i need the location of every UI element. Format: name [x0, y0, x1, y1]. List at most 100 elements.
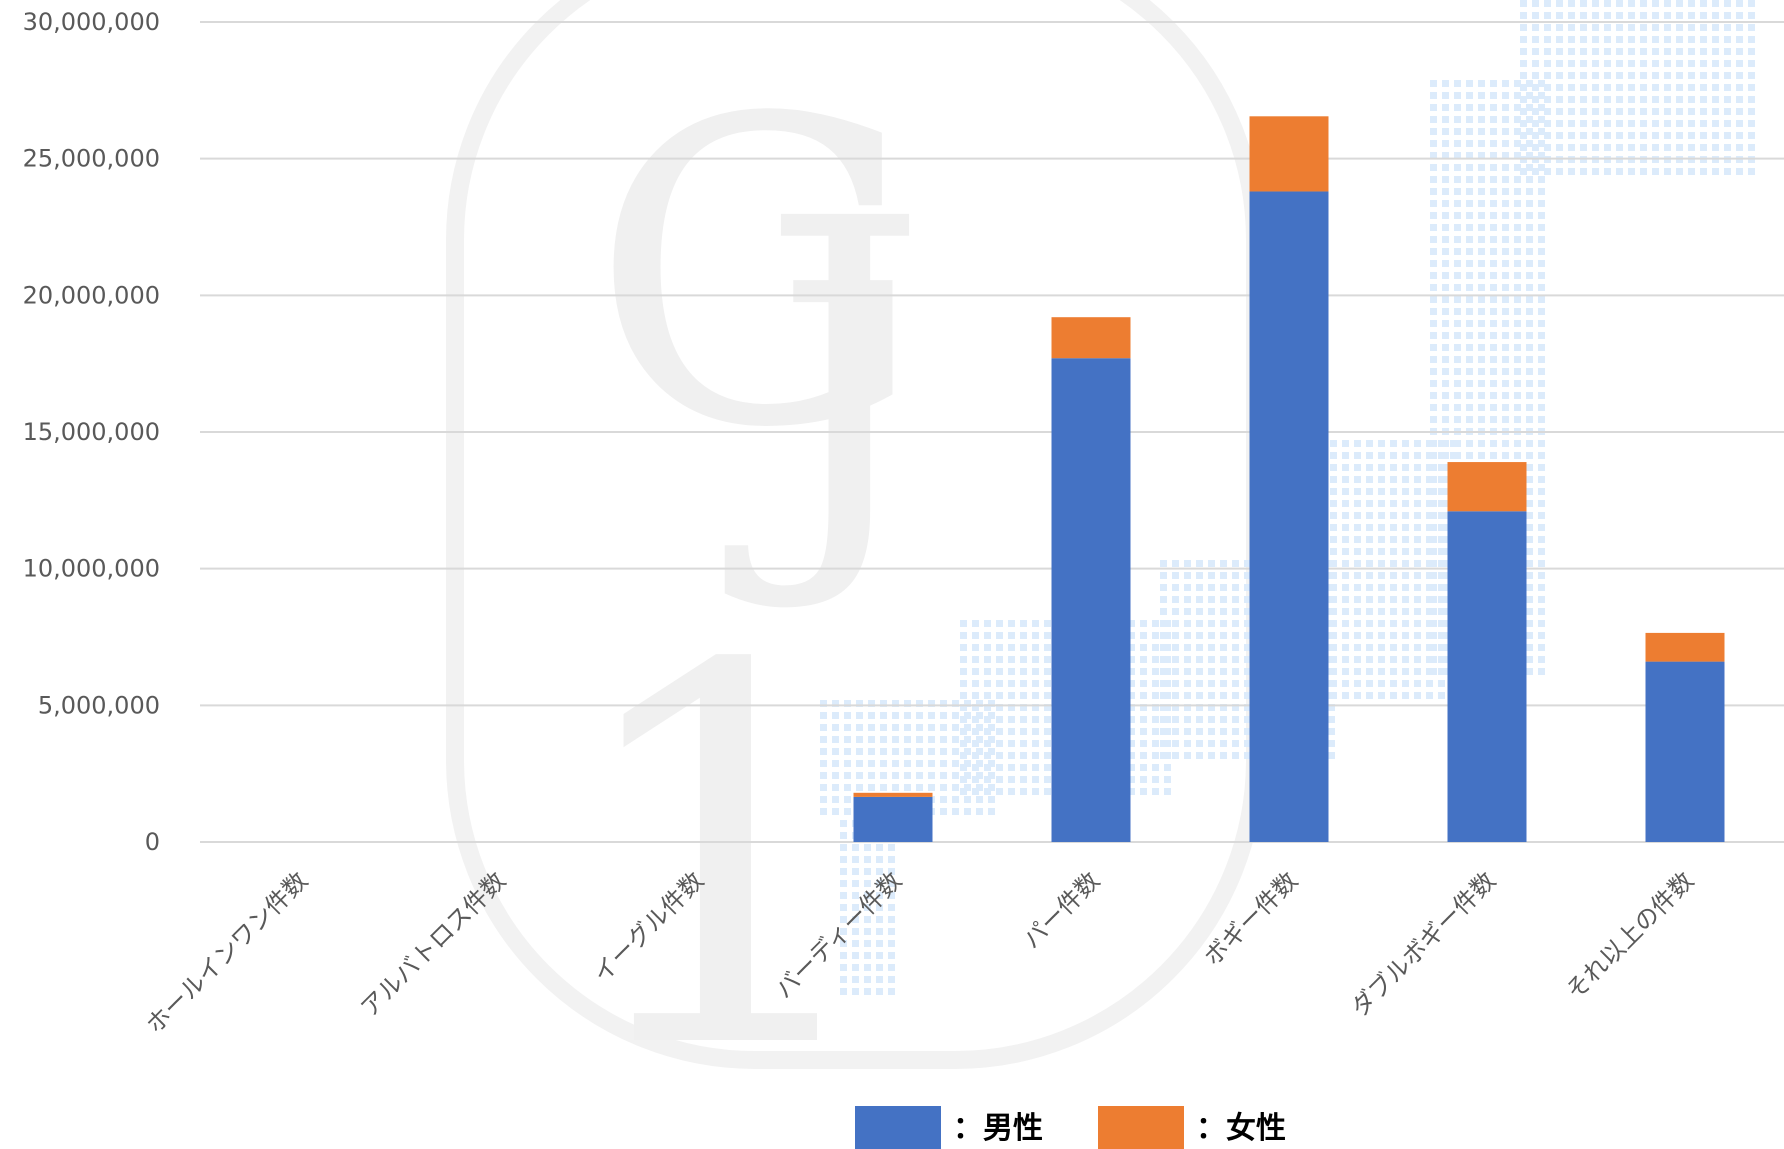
map-dot-900: [1378, 584, 1385, 591]
map-dot-1710: [988, 736, 995, 743]
map-dot-621: [1502, 332, 1509, 339]
map-dot-1757: [864, 940, 871, 947]
map-dot-221: [1688, 132, 1695, 139]
map-dot-576: [1490, 392, 1497, 399]
map-dot-1125: [1208, 740, 1215, 747]
map-dot-713: [1526, 236, 1533, 243]
map-dot-920: [1390, 560, 1397, 567]
map-dot-261: [1724, 72, 1731, 79]
map-dot-918: [1390, 536, 1397, 543]
map-dot-357: [1442, 164, 1449, 171]
map-dot-1789: [888, 964, 895, 971]
map-dot-973: [1414, 668, 1421, 675]
map-dot-1075: [1172, 752, 1179, 759]
map-dot-1767: [876, 880, 883, 887]
map-dot-976: [1426, 440, 1433, 447]
map-dot-1598: [856, 712, 863, 719]
map-dot-564: [1490, 248, 1497, 255]
map-dot-932: [1402, 440, 1409, 447]
map-dot-931: [1390, 692, 1397, 699]
map-dot-210: [1688, 0, 1695, 7]
map-dot-246: [1712, 72, 1719, 79]
map-dot-206: [1676, 132, 1683, 139]
map-dot-526: [1478, 392, 1485, 399]
map-dot-1614: [868, 784, 875, 791]
watermark-monogram: G: [590, 31, 926, 520]
map-dot-291: [1748, 72, 1755, 79]
map-dot-524: [1478, 368, 1485, 375]
map-dot-363: [1442, 236, 1449, 243]
map-dot-401: [1454, 92, 1461, 99]
map-dot-708: [1526, 176, 1533, 183]
map-dot-1352: [996, 740, 1003, 747]
map-dot-80: [1580, 60, 1587, 67]
map-dot-808: [1330, 536, 1337, 543]
map-dot-1704: [976, 784, 983, 791]
map-dot-1511: [1128, 668, 1135, 675]
map-dot-378: [1442, 416, 1449, 423]
map-dot-758: [1538, 176, 1545, 183]
map-dot-848: [1354, 488, 1361, 495]
map-dot-295: [1748, 120, 1755, 127]
map-dot-1549: [1152, 764, 1159, 771]
map-dot-1108: [1196, 740, 1203, 747]
map-dot-203: [1676, 96, 1683, 103]
map-dot-656: [1514, 152, 1521, 159]
map-dot-1633: [892, 772, 899, 779]
map-dot-108: [1604, 36, 1611, 43]
map-dot-826: [1342, 488, 1349, 495]
map-dot-376: [1442, 392, 1449, 399]
map-dot-1292: [1328, 704, 1335, 711]
map-dot-364: [1442, 248, 1449, 255]
map-dot-1405: [1044, 656, 1051, 663]
map-dot-522: [1478, 344, 1485, 351]
map-dot-1384: [1020, 764, 1027, 771]
map-dot-77: [1580, 24, 1587, 31]
map-dot-385: [1442, 500, 1449, 507]
map-dot-890: [1378, 464, 1385, 471]
map-dot-938: [1402, 512, 1409, 519]
map-dot-400: [1454, 80, 1461, 87]
map-dot-1117: [1208, 644, 1215, 651]
map-dot-1575: [820, 796, 827, 803]
map-dot-185: [1664, 60, 1671, 67]
map-dot-247: [1712, 84, 1719, 91]
map-dot-244: [1712, 48, 1719, 55]
map-dot-225: [1700, 0, 1707, 7]
map-dot-333: [1430, 476, 1437, 483]
map-dot-801: [1330, 452, 1337, 459]
map-dot-189: [1664, 108, 1671, 115]
map-dot-183: [1664, 36, 1671, 43]
map-dot-854: [1354, 560, 1361, 567]
map-dot-956: [1414, 464, 1421, 471]
map-dot-173: [1652, 96, 1659, 103]
map-dot-1659: [928, 724, 935, 731]
map-dot-1680: [952, 736, 959, 743]
map-dot-783: [1538, 476, 1545, 483]
map-dot-1141: [1220, 728, 1227, 735]
map-dot-777: [1538, 404, 1545, 411]
map-dot-1310: [960, 776, 967, 783]
map-dot-823: [1342, 452, 1349, 459]
map-dot-417: [1454, 284, 1461, 291]
map-dot-29: [1532, 168, 1539, 175]
map-dot-1773: [876, 952, 883, 959]
map-dot-669: [1514, 308, 1521, 315]
map-dot-1086: [1184, 680, 1191, 687]
map-dot-1703: [976, 772, 983, 779]
map-dot-97: [1592, 84, 1599, 91]
map-dot-1718: [840, 832, 847, 839]
map-dot-730: [1526, 440, 1533, 447]
map-dot-260: [1724, 60, 1731, 67]
map-dot-1094: [1196, 572, 1203, 579]
map-dot-720: [1526, 320, 1533, 327]
map-dot-1379: [1020, 704, 1027, 711]
map-dot-1356: [996, 788, 1003, 795]
map-dot-263: [1724, 96, 1731, 103]
map-dot-235: [1700, 120, 1707, 127]
map-dot-934: [1402, 464, 1409, 471]
map-dot-142: [1628, 84, 1635, 91]
map-dot-390: [1442, 560, 1449, 567]
map-dot-778: [1538, 416, 1545, 423]
map-dot-860: [1354, 632, 1361, 639]
